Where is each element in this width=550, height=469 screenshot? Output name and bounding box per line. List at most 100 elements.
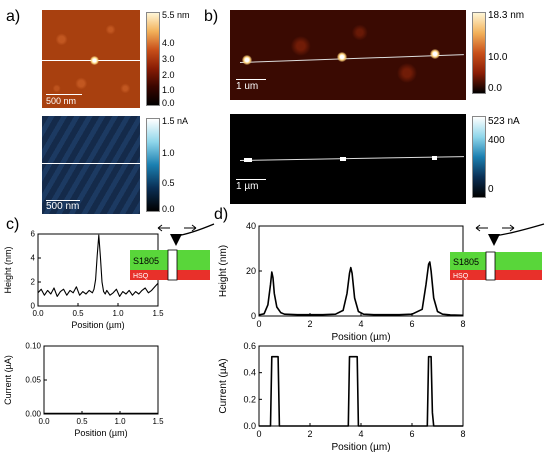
x-tick-label: 2 bbox=[307, 429, 312, 439]
layer-top-label: S1805 bbox=[133, 256, 159, 266]
plot-frame bbox=[43, 345, 159, 415]
afm-topography-image-b: 1 um bbox=[230, 10, 466, 100]
x-tick-label: 0.0 bbox=[38, 417, 50, 426]
nanoparticle-dot bbox=[337, 52, 347, 62]
x-tick-label: 0.5 bbox=[72, 309, 84, 318]
x-axis-label: Position (µm) bbox=[71, 320, 124, 330]
y-axis-label: Height (nm) bbox=[218, 245, 229, 297]
trench bbox=[485, 251, 496, 281]
series-line bbox=[37, 234, 159, 297]
y-axis-label: Height (nm) bbox=[3, 246, 13, 293]
y-tick-label: 0.6 bbox=[243, 341, 256, 351]
y-tick-label: 0.05 bbox=[25, 376, 41, 385]
colorbar-tick: 5.5 nm bbox=[162, 10, 190, 20]
scale-bar bbox=[46, 200, 80, 201]
y-tick-label: 4 bbox=[31, 254, 36, 263]
layer-top bbox=[450, 252, 542, 270]
x-tick-label: 8 bbox=[460, 319, 465, 329]
colorbar-tick: 1.0 bbox=[162, 85, 175, 95]
y-axis-label: Current (µA) bbox=[218, 358, 229, 413]
plot-frame bbox=[258, 225, 464, 317]
x-axis-label: Position (µm) bbox=[74, 428, 127, 438]
scan-arrow-left-icon bbox=[157, 224, 170, 232]
current-spot bbox=[432, 156, 437, 160]
colorbar-tick: 0 bbox=[488, 184, 494, 195]
panel-label-d: d) bbox=[214, 206, 229, 223]
colorbar-tick: 1.5 nA bbox=[162, 116, 189, 126]
x-tick-label: 4 bbox=[358, 429, 363, 439]
x-tick-label: 6 bbox=[409, 429, 414, 439]
y-tick-label: 20 bbox=[246, 266, 256, 276]
nanoparticle-dot bbox=[90, 56, 99, 65]
scan-arrow-right-icon bbox=[184, 224, 197, 232]
y-tick-label: 0 bbox=[31, 302, 36, 311]
tip-schematic-c: S1805 HSQ bbox=[130, 223, 215, 281]
series-line bbox=[259, 355, 463, 427]
trench bbox=[167, 249, 178, 281]
scale-bar bbox=[46, 94, 82, 95]
profile-line bbox=[42, 163, 140, 164]
colorbar-tick: 4.0 bbox=[162, 38, 175, 48]
x-axis-label: Position (µm) bbox=[331, 332, 390, 343]
y-tick-label: 0.2 bbox=[243, 394, 256, 404]
y-tick-label: 0.0 bbox=[243, 421, 256, 431]
y-axis-label: Current (µA) bbox=[3, 355, 13, 405]
x-tick-label: 0 bbox=[256, 429, 261, 439]
current-map-image-b: 1 µm bbox=[230, 114, 466, 204]
layer-bottom bbox=[450, 270, 542, 280]
colorbar-tick: 1.0 bbox=[162, 148, 175, 158]
nanoparticle-dot bbox=[430, 49, 440, 59]
y-tick-label: 0.10 bbox=[25, 342, 41, 351]
colorbar-b-top bbox=[472, 12, 486, 94]
x-tick-label: 8 bbox=[460, 429, 465, 439]
x-tick-label: 1.0 bbox=[114, 417, 126, 426]
colorbar-tick: 0.0 bbox=[488, 83, 502, 94]
scale-bar-label: 1 µm bbox=[236, 181, 259, 192]
panel-label-c: c) bbox=[6, 216, 20, 233]
colorbar-tick: 0.5 bbox=[162, 178, 175, 188]
chart-d-height: 0 2 4 6 8 0 20 40 Position (µm) Height (nm) bbox=[218, 221, 466, 343]
x-tick-label: 0.5 bbox=[76, 417, 88, 426]
colorbar-tick: 0.0 bbox=[162, 98, 175, 108]
chart-d-current: 0 2 4 6 8 0.0 0.2 0.4 0.6 Position (µm) Current (µ… bbox=[218, 341, 466, 453]
tip-schematic-d: S1805 HSQ bbox=[450, 223, 545, 281]
colorbar-a-top bbox=[146, 12, 160, 106]
x-axis-label: Position (µm) bbox=[331, 442, 390, 453]
y-tick-label: 2 bbox=[31, 278, 36, 287]
panel-label-b: b) bbox=[204, 8, 219, 25]
afm-topography-image-a: 500 nm bbox=[42, 10, 140, 108]
x-tick-label: 1.5 bbox=[152, 417, 164, 426]
x-tick-label: 0 bbox=[256, 319, 261, 329]
x-tick-label: 1.5 bbox=[152, 309, 164, 318]
scale-bar-label: 1 um bbox=[236, 81, 259, 92]
tip-icon bbox=[170, 234, 182, 246]
colorbar-a-bottom bbox=[146, 118, 160, 212]
x-tick-label: 2 bbox=[307, 319, 312, 329]
x-tick-label: 1.0 bbox=[112, 309, 124, 318]
scale-bar bbox=[236, 179, 266, 180]
y-tick-label: 0.00 bbox=[25, 410, 41, 419]
scale-bar-label: 500 nm bbox=[46, 201, 80, 212]
current-map-image-a: 500 nm bbox=[42, 116, 140, 214]
layer-bottom-label: HSQ bbox=[453, 273, 469, 280]
y-tick-label: 40 bbox=[246, 221, 256, 231]
scan-arrow-left-icon bbox=[475, 224, 488, 232]
layer-top-label: S1805 bbox=[453, 257, 479, 267]
colorbar-tick: 2.0 bbox=[162, 70, 175, 80]
scale-bar-label: 500 nm bbox=[46, 96, 77, 106]
profile-line bbox=[239, 156, 464, 161]
colorbar-tick: 10.0 bbox=[488, 52, 508, 63]
scan-arrow-right-icon bbox=[502, 224, 515, 232]
y-tick-label: 0 bbox=[251, 311, 256, 321]
y-tick-label: 0.4 bbox=[243, 368, 256, 378]
tip-icon bbox=[488, 234, 500, 246]
scale-bar bbox=[236, 79, 266, 80]
current-spot bbox=[244, 158, 252, 162]
colorbar-tick: 18.3 nm bbox=[488, 10, 525, 21]
chart-c-current: 0.0 0.5 1.0 1.5 0.00 0.05 0.10 Position (µm) Cur… bbox=[3, 342, 164, 438]
colorbar-tick: 400 bbox=[488, 135, 505, 146]
x-tick-label: 4 bbox=[358, 319, 363, 329]
nanoparticle-dot bbox=[242, 55, 252, 65]
layer-bottom-label: HSQ bbox=[133, 273, 149, 280]
x-tick-label: 6 bbox=[409, 319, 414, 329]
